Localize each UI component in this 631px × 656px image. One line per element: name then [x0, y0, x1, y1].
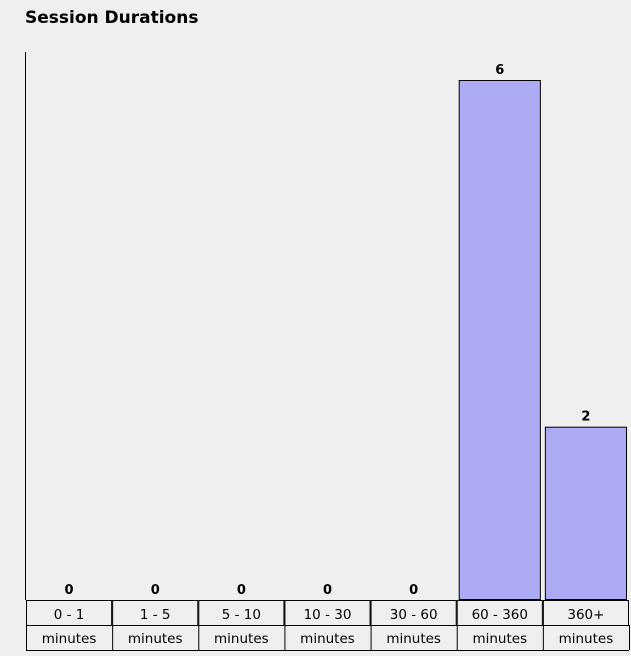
x-tick-label: 1 - 5 — [140, 607, 171, 623]
bars-group — [458, 80, 627, 600]
bar-value-label: 6 — [495, 63, 504, 78]
x-tick-cell — [456, 600, 543, 626]
x-tick-label: minutes — [472, 631, 527, 647]
x-tick-cell — [198, 600, 285, 626]
x-tick-label: 30 - 60 — [390, 607, 438, 623]
bar-value-label: 2 — [581, 410, 590, 425]
x-tick-label: minutes — [214, 631, 269, 647]
x-tick-label: minutes — [300, 631, 355, 647]
bar-value-label: 0 — [323, 583, 332, 598]
x-tick-cell — [542, 600, 629, 626]
bar-value-label: 0 — [151, 583, 160, 598]
x-tick-label: 5 - 10 — [222, 607, 261, 623]
bar — [458, 80, 541, 600]
x-tick-cell — [370, 600, 457, 626]
x-tick-label: 0 - 1 — [54, 607, 85, 623]
x-tick-cell — [112, 600, 199, 626]
x-tick-label: minutes — [386, 631, 441, 647]
x-tick-label: 10 - 30 — [304, 607, 352, 623]
x-tick-label: 60 - 360 — [472, 607, 528, 623]
bar-value-label: 0 — [409, 583, 418, 598]
x-tick-cell — [26, 600, 113, 626]
bar-value-label: 0 — [237, 583, 246, 598]
bar — [544, 426, 627, 600]
x-tick-label: 360+ — [567, 607, 604, 623]
chart-title: Session Durations — [25, 8, 199, 28]
value-labels-group: 0 0 0 0 0 6 2 — [65, 63, 591, 598]
bar-value-label: 0 — [65, 583, 74, 598]
x-axis-group: 0 - 1 minutes 1 - 5 minutes 5 - 10 minutes 10 … — [26, 600, 630, 651]
x-tick-label: minutes — [128, 631, 183, 647]
x-tick-cell — [284, 600, 371, 626]
x-tick-label: minutes — [559, 631, 614, 647]
x-tick-label: minutes — [42, 631, 97, 647]
